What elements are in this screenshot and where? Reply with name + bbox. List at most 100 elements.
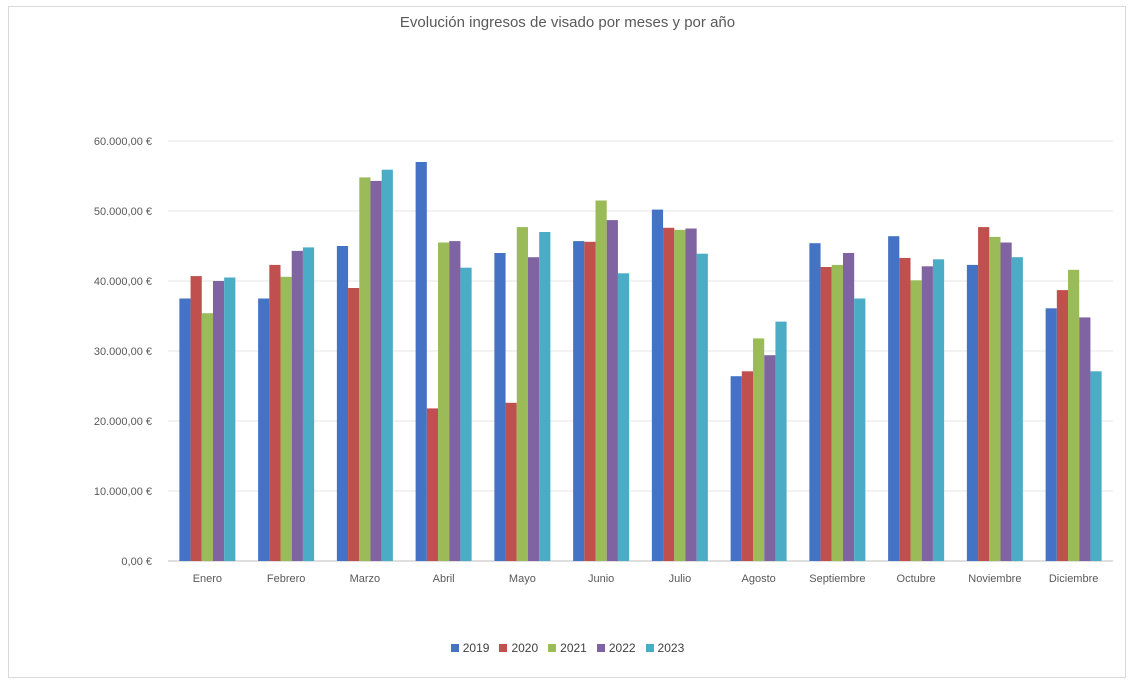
x-tick-label: Diciembre: [1049, 573, 1099, 585]
bar-2023-mayo: [539, 232, 551, 561]
bar-2019-enero: [179, 298, 191, 561]
bars: [179, 162, 1102, 562]
x-axis-ticks: Enero Febrero Marzo Abril Mayo Junio Julio Agos…: [193, 573, 1099, 585]
legend-swatch: [596, 644, 605, 652]
bar-2022-julio: [685, 228, 697, 561]
legend-item-2021: 2021: [548, 641, 587, 655]
bar-2023-marzo: [381, 169, 393, 561]
bar-2023-diciembre: [1090, 371, 1102, 561]
bar-2023-octubre: [932, 259, 945, 561]
bar-2021-agosto: [753, 338, 765, 561]
y-tick-label: 0,00 €: [121, 556, 152, 568]
bar-2023-junio: [617, 273, 630, 561]
legend-swatch: [450, 644, 459, 652]
bar-2023-septiembre: [854, 298, 866, 561]
bar-2019-diciembre: [1045, 308, 1057, 561]
bar-2021-marzo: [359, 177, 371, 561]
bar-2020-octubre: [899, 257, 911, 561]
bar-2022-diciembre: [1079, 317, 1091, 561]
bar-2022-octubre: [921, 266, 933, 561]
y-tick-label: 40.000,00 €: [94, 276, 152, 288]
legend-item-2023: 2023: [645, 641, 685, 655]
bar-2022-noviembre: [1000, 242, 1012, 561]
bar-2022-septiembre: [842, 253, 855, 561]
y-axis-ticks: 0,00 € 10.000,00 € 20.000,00 € 30.000,00 € 4…: [94, 136, 152, 568]
x-tick-label: Enero: [193, 573, 222, 585]
bar-2021-octubre: [910, 280, 922, 561]
legend-label: 2022: [608, 641, 636, 655]
bar-2023-febrero: [302, 247, 315, 561]
bar-2019-marzo: [336, 246, 349, 561]
legend-swatch: [499, 644, 508, 652]
bar-2019-julio: [651, 209, 664, 561]
bar-2020-julio: [663, 227, 675, 562]
bar-2019-abril: [415, 162, 427, 561]
y-tick-label: 50.000,00 €: [94, 206, 152, 218]
chart-title: Evolución ingresos de visado por meses y…: [399, 14, 736, 31]
legend-label: 2021: [560, 641, 587, 655]
legend-swatch: [548, 644, 557, 652]
legend-label: 2019: [462, 641, 490, 655]
x-tick-label: Noviembre: [968, 573, 1021, 585]
bar-2019-noviembre: [966, 264, 979, 561]
gridlines: [168, 140, 1113, 562]
legend-label: 2020: [511, 641, 539, 655]
bar-2023-abril: [460, 267, 472, 561]
bar-2022-febrero: [291, 250, 303, 561]
x-tick-label: Junio: [588, 573, 614, 585]
bar-2021-julio: [674, 229, 686, 561]
bar-2022-agosto: [764, 355, 776, 561]
bar-2021-enero: [201, 313, 213, 561]
bar-2023-agosto: [775, 321, 787, 561]
legend: 2019 2020 2021 2022 2023: [0, 641, 1135, 655]
bar-2020-enero: [190, 276, 202, 561]
bar-2019-agosto: [730, 376, 742, 561]
legend-label: 2023: [657, 641, 685, 655]
y-tick-label: 60.000,00 €: [94, 136, 152, 148]
bar-2021-junio: [595, 200, 607, 561]
bar-2021-mayo: [516, 227, 528, 561]
bar-2021-abril: [438, 242, 450, 561]
bar-2020-junio: [584, 241, 596, 562]
bar-2021-febrero: [280, 276, 292, 561]
legend-swatch: [645, 644, 654, 652]
bar-2023-julio: [696, 253, 708, 561]
legend-item-2022: 2022: [596, 641, 636, 655]
bar-2021-diciembre: [1068, 269, 1080, 561]
bar-2019-septiembre: [809, 243, 821, 561]
y-tick-label: 10.000,00 €: [94, 486, 152, 498]
y-tick-label: 30.000,00 €: [94, 346, 152, 358]
x-tick-label: Abril: [433, 573, 455, 585]
x-tick-label: Octubre: [897, 573, 936, 585]
bar-2019-octubre: [888, 236, 900, 561]
bar-2020-mayo: [505, 402, 517, 561]
bar-2022-marzo: [370, 180, 382, 561]
x-tick-label: Julio: [669, 573, 692, 585]
x-tick-label: Septiembre: [809, 573, 865, 585]
bar-2022-mayo: [527, 257, 540, 561]
bar-2019-junio: [573, 241, 585, 561]
bar-2019-mayo: [494, 253, 506, 561]
bar-2020-febrero: [269, 264, 281, 561]
bar-2022-junio: [606, 220, 618, 561]
legend-item-2020: 2020: [499, 641, 538, 655]
bar-2020-marzo: [348, 288, 360, 561]
bar-2022-enero: [212, 281, 225, 561]
y-tick-label: 20.000,00 €: [94, 416, 152, 428]
x-tick-label: Marzo: [350, 573, 381, 585]
bar-2019-febrero: [258, 298, 270, 561]
bar-2020-agosto: [741, 371, 754, 561]
bar-2021-septiembre: [831, 264, 843, 561]
bar-2023-noviembre: [1011, 257, 1023, 561]
bar-2022-abril: [449, 241, 461, 561]
bar-2020-diciembre: [1056, 290, 1069, 561]
bar-2021-noviembre: [989, 236, 1001, 561]
x-tick-label: Mayo: [509, 573, 536, 585]
legend-item-2019: 2019: [450, 641, 490, 655]
x-tick-label: Agosto: [742, 573, 776, 585]
x-tick-label: Febrero: [267, 573, 306, 585]
bar-2020-noviembre: [978, 227, 990, 561]
bar-2020-abril: [426, 408, 439, 561]
bar-2020-septiembre: [820, 267, 832, 561]
